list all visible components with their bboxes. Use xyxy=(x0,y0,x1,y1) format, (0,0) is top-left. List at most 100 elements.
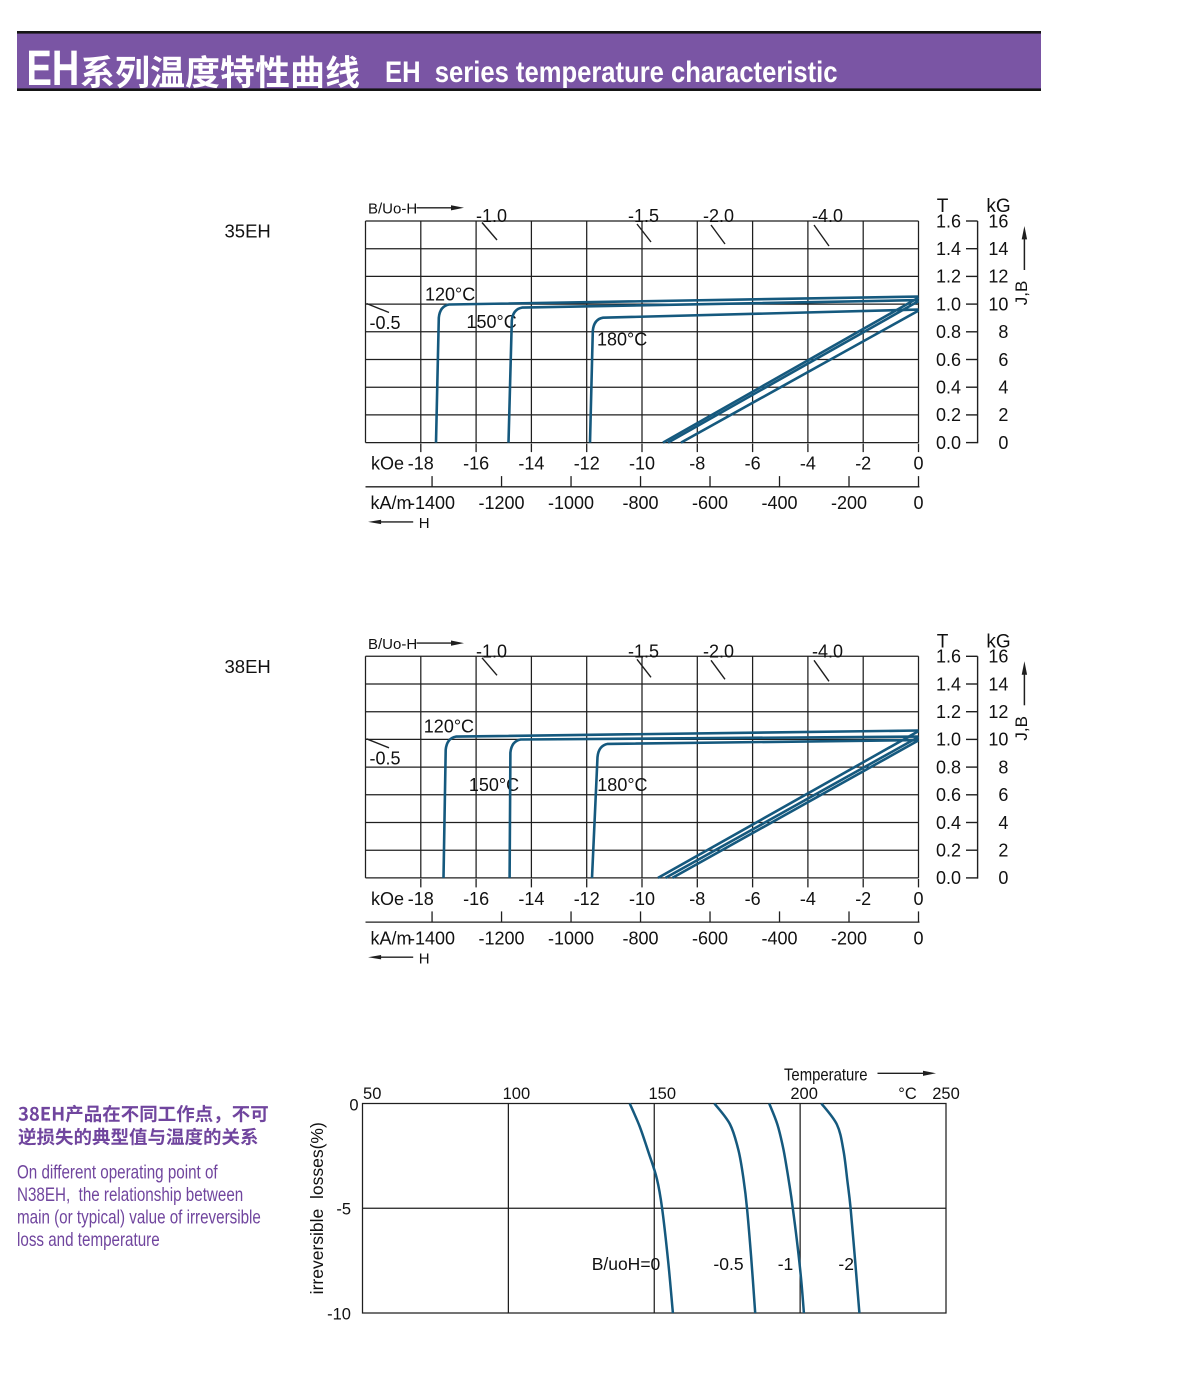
h-arrow-label: H xyxy=(419,515,430,532)
y-tick-label-kG: 14 xyxy=(988,674,1008,694)
y-tick-label-T: 0.2 xyxy=(936,405,961,425)
demag-curves xyxy=(442,729,920,880)
load-line-label: -2.0 xyxy=(703,641,734,661)
loss-x-arrow-head xyxy=(923,1070,936,1076)
b-curve xyxy=(671,739,920,880)
load-line-tick xyxy=(481,222,498,241)
x-axis-unit-koe: kOe xyxy=(371,889,404,909)
x-tick-label-koe: -16 xyxy=(463,889,489,909)
curve-temp-label: 180°C xyxy=(597,775,647,795)
load-line-label: -1.0 xyxy=(476,641,507,661)
side-note-en-line: loss and temperature xyxy=(17,1228,160,1250)
x-tick-label-kam: -600 xyxy=(692,928,728,948)
chart-title: 35EH xyxy=(225,221,271,242)
loss-curve xyxy=(768,1103,806,1314)
j-curve xyxy=(442,729,919,878)
x-tick-label-kam: -400 xyxy=(762,928,798,948)
y-unit-kG: kG xyxy=(986,196,1010,217)
x-tick-label-koe: -2 xyxy=(855,454,871,474)
header-banner: EH series temperature characteristic xyxy=(17,31,1041,91)
y-tick-label-kG: 12 xyxy=(988,267,1008,287)
demag-curves xyxy=(434,295,920,444)
y-tick-label-kG: 6 xyxy=(998,350,1008,370)
load-line-label: -1.5 xyxy=(628,206,659,226)
loss-x-tick-label: 150 xyxy=(648,1085,676,1103)
y-tick-label-T: 1.0 xyxy=(936,730,961,750)
b-curve xyxy=(667,299,920,444)
header-background xyxy=(17,33,1041,89)
load-line-label: -2.0 xyxy=(703,206,734,226)
x-axis-unit-kam: kA/m xyxy=(370,928,411,948)
curve-temp-label: 120°C xyxy=(424,717,474,737)
y-tick-label-kG: 4 xyxy=(998,813,1008,833)
y-tick-label-T: 0.0 xyxy=(936,868,961,888)
y-tick-label-kG: 16 xyxy=(988,647,1008,667)
loss-curve xyxy=(820,1102,861,1314)
loss-grid xyxy=(361,1102,947,1314)
loss-curve xyxy=(628,1102,675,1314)
y-tick-label-T: 1.6 xyxy=(936,211,961,231)
j-curve xyxy=(590,738,919,878)
top-axis-arrow-head xyxy=(451,205,464,211)
x-tick-label-kam: 0 xyxy=(913,928,923,948)
x-axis-unit-kam: kA/m xyxy=(370,493,411,513)
y-tick-label-T: 0.4 xyxy=(936,378,961,398)
curve-temp-label: 180°C xyxy=(597,330,647,350)
chart-title: 38EH xyxy=(225,656,271,677)
load-line-label: -1.0 xyxy=(476,206,507,226)
y-tick-label-kG: 12 xyxy=(988,702,1008,722)
x-tick-label-kam: -800 xyxy=(623,493,659,513)
load-line-tick xyxy=(813,659,830,682)
load-line-tick xyxy=(481,657,498,676)
side-note-en-line: main (or typical) value of irreversible xyxy=(17,1206,261,1228)
header-title-zh xyxy=(29,50,360,89)
x-tick-label-kam: -600 xyxy=(692,493,728,513)
top-axis-arrow-head xyxy=(451,640,464,646)
loss-y-tick-label: -10 xyxy=(327,1305,351,1323)
y-tick-label-T: 0.8 xyxy=(936,757,961,777)
x-tick-label-kam: -1000 xyxy=(548,493,594,513)
x-tick-label-kam: -200 xyxy=(831,493,867,513)
loss-x-unit: °C xyxy=(898,1085,917,1103)
load-line-tick xyxy=(813,224,830,247)
j-curve xyxy=(434,295,919,443)
x-tick-label-kam: -1000 xyxy=(548,928,594,948)
y-tick-label-kG: 2 xyxy=(998,841,1008,861)
y-tick-label-kG: 14 xyxy=(988,239,1008,259)
j-curve xyxy=(507,298,919,443)
loss-x-tick-label: 50 xyxy=(363,1085,381,1103)
b-curve xyxy=(657,729,920,880)
x-tick-label-koe: -4 xyxy=(800,454,816,474)
x-tick-label-koe: -6 xyxy=(745,889,761,909)
y-tick-label-kG: 6 xyxy=(998,785,1008,805)
y-tick-label-T: 1.0 xyxy=(936,294,961,314)
side-note-en-line: N38EH, the relationship between xyxy=(17,1183,243,1205)
load-line-tick xyxy=(710,659,726,680)
b-curve xyxy=(680,309,920,444)
x-axis-kam: kA/m-1400 -1200 -1000 -800 -600 -400 -200 0 xyxy=(365,476,924,513)
x-tick-label-koe: -12 xyxy=(574,454,600,474)
loss-x-tick-label: 250 xyxy=(932,1085,960,1103)
x-tick-label-kam: -1400 xyxy=(409,928,455,948)
x-tick-label-koe: -18 xyxy=(408,454,434,474)
loss-x-tick-label: 200 xyxy=(790,1085,818,1103)
top-axis-label: B/Uo-H xyxy=(368,201,417,218)
y-unit-kG: kG xyxy=(986,631,1010,652)
x-tick-label-kam: -1200 xyxy=(479,928,525,948)
x-tick-label-koe: 0 xyxy=(913,454,923,474)
x-tick-label-koe: -14 xyxy=(518,889,544,909)
loss-y-tick-label: 0 xyxy=(349,1097,358,1115)
y-tick-label-T: 0.8 xyxy=(936,322,961,342)
chart-irreversible-losses: 50 100 150 200 250 °C Temperature 0 -5 -10irrever… xyxy=(307,1065,960,1323)
load-line-label: -0.5 xyxy=(370,749,401,769)
header-title-en: EH series temperature characteristic xyxy=(385,55,838,88)
y-tick-label-T: 1.4 xyxy=(936,674,961,694)
curve-temp-label: 150°C xyxy=(467,312,517,332)
x-axis-kam: kA/m-1400 -1200 -1000 -800 -600 -400 -200 0 xyxy=(365,911,924,948)
